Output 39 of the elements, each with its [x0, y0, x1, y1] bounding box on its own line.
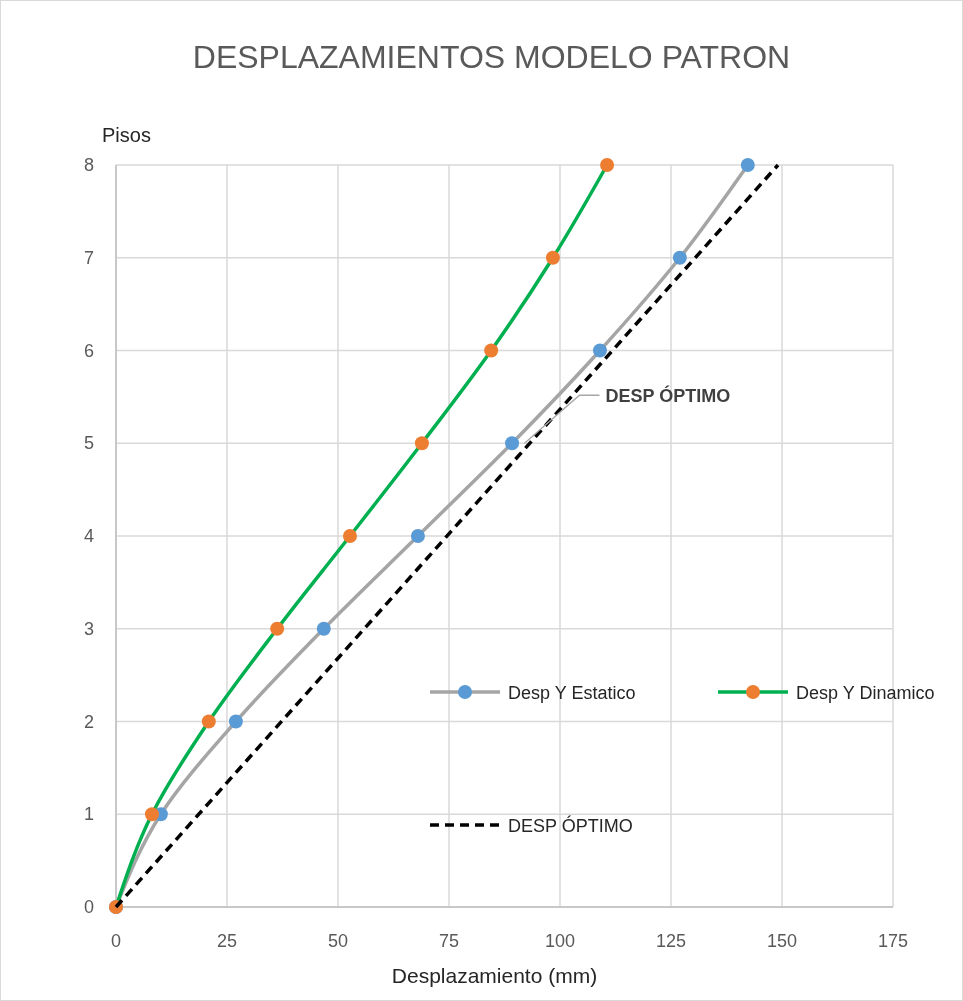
y-tick-label: 3 [83, 618, 94, 639]
point [600, 158, 615, 172]
y-tick-label: 0 [83, 897, 94, 917]
point [201, 714, 216, 729]
y-tick-label: 8 [83, 155, 94, 175]
x-tick-label: 0 [110, 931, 122, 951]
chart-title: DESPLAZAMIENTOS MODELO PATRON [192, 39, 791, 75]
y-tick-label: 2 [83, 711, 94, 732]
x-tick-label: 125 [655, 931, 687, 951]
point [545, 250, 560, 265]
legend-label: Desp Y Estatico [508, 683, 636, 703]
x-tick-label: 100 [544, 931, 576, 951]
y-tick-label: 7 [83, 247, 94, 268]
point [414, 436, 429, 451]
point [484, 343, 499, 358]
x-tick-label: 75 [438, 931, 460, 951]
y-tick-label: 4 [83, 526, 94, 546]
point [410, 529, 425, 543]
point [505, 436, 520, 451]
point [592, 343, 607, 358]
point [342, 529, 357, 543]
legend-label: DESP ÓPTIMO [508, 815, 633, 836]
x-tick-label: 50 [327, 931, 349, 951]
x-tick-label: 150 [766, 931, 798, 951]
legend-label: Desp Y Dinamico [796, 683, 935, 703]
y-tick-label: 5 [83, 433, 94, 454]
x-axis-title: Desplazamiento (mm) [391, 964, 598, 987]
point [740, 158, 755, 172]
point [672, 250, 687, 265]
point [270, 621, 285, 636]
x-tick-label: 25 [216, 931, 238, 951]
point [316, 621, 331, 636]
y-tick-label: 1 [83, 804, 94, 825]
annotation: DESP ÓPTIMO [605, 385, 731, 407]
y-tick-label: 6 [83, 340, 94, 361]
point [144, 807, 159, 822]
point [228, 714, 243, 729]
x-tick-label: 175 [877, 931, 909, 951]
y-axis-title: Pisos [102, 124, 151, 146]
